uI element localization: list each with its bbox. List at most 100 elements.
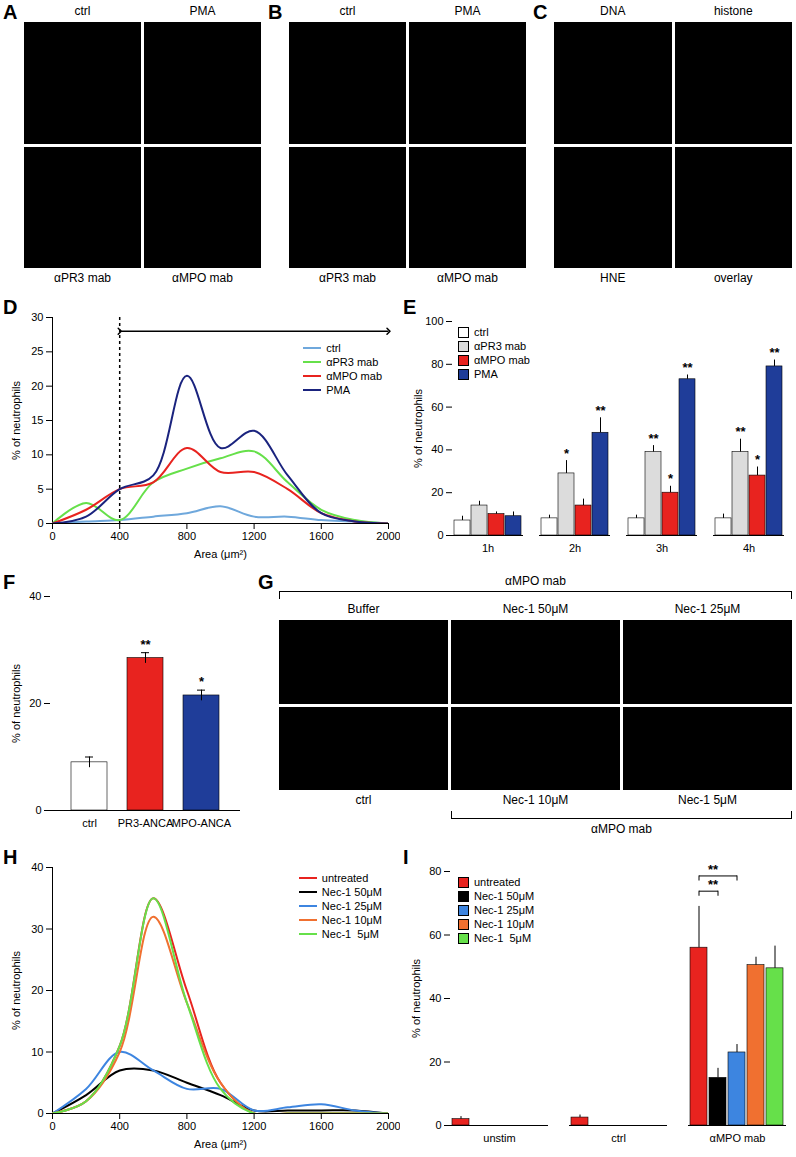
html-text:αMPO mab: αMPO mab <box>591 822 652 836</box>
svg-text:800: 800 <box>178 1120 196 1132</box>
svg-text:**: ** <box>140 637 151 652</box>
svg-text:**: ** <box>769 345 780 360</box>
svg-text:100: 100 <box>425 315 443 327</box>
svg-text:1600: 1600 <box>309 530 333 542</box>
svg-text:MPO-ANCA: MPO-ANCA <box>172 817 232 829</box>
html-text:C: C <box>533 1 548 23</box>
html-text:ctrl: ctrl <box>74 4 91 18</box>
html-text:ctrl: ctrl <box>355 793 372 807</box>
svg-text:25: 25 <box>31 345 43 357</box>
svg-text:40: 40 <box>29 590 41 602</box>
svg-text:20: 20 <box>429 1056 441 1068</box>
svg-text:1600: 1600 <box>309 1120 333 1132</box>
svg-text:αMPO mab: αMPO mab <box>710 1132 766 1144</box>
svg-text:20: 20 <box>31 380 43 392</box>
html-text:αMPO mab: αMPO mab <box>326 369 382 382</box>
svg-text:Area (μm²): Area (μm²) <box>194 1138 247 1150</box>
svg-text:40: 40 <box>429 992 441 1004</box>
svg-text:20: 20 <box>29 697 41 709</box>
svg-text:60: 60 <box>431 401 443 413</box>
html-text:Nec-1 25μM: Nec-1 25μM <box>674 602 741 616</box>
svg-text:PR3-ANCA: PR3-ANCA <box>118 817 174 829</box>
svg-text:ctrl: ctrl <box>611 1132 626 1144</box>
svg-text:2000: 2000 <box>376 1120 400 1132</box>
svg-text:60: 60 <box>429 929 441 941</box>
svg-text:1h: 1h <box>482 542 494 554</box>
svg-text:800: 800 <box>178 530 196 542</box>
svg-text:10: 10 <box>31 1046 43 1058</box>
svg-text:Area (μm²): Area (μm²) <box>194 548 247 560</box>
svg-text:**: ** <box>648 431 659 446</box>
svg-text:5: 5 <box>37 483 43 495</box>
html-text:D: D <box>3 296 18 318</box>
svg-text:1200: 1200 <box>242 530 266 542</box>
svg-text:10: 10 <box>31 448 43 460</box>
html-text:E: E <box>403 296 417 318</box>
svg-text:*: * <box>755 452 761 467</box>
svg-text:30: 30 <box>31 311 43 323</box>
html-text:PMA: PMA <box>189 4 216 18</box>
svg-text:0: 0 <box>435 1119 441 1131</box>
svg-text:0: 0 <box>49 530 55 542</box>
svg-text:0: 0 <box>437 529 443 541</box>
html-text:Nec-1 10μM: Nec-1 10μM <box>502 793 569 807</box>
svg-text:*: * <box>564 446 570 461</box>
html-text:G: G <box>258 571 274 593</box>
svg-text:% of neutrophils: % of neutrophils <box>410 959 422 1038</box>
svg-text:% of neutrophils: % of neutrophils <box>412 389 424 468</box>
svg-text:40: 40 <box>31 861 43 873</box>
html-text:Nec-1 50μM: Nec-1 50μM <box>502 602 569 616</box>
html-text:PMA: PMA <box>454 4 481 18</box>
html-text:histone: histone <box>713 4 753 18</box>
html-text:overlay: overlay <box>713 271 753 285</box>
svg-text:% of neutrophils: % of neutrophils <box>10 381 22 460</box>
svg-text:15: 15 <box>31 414 43 426</box>
svg-text:% of neutrophils: % of neutrophils <box>10 951 22 1030</box>
svg-text:4h: 4h <box>743 542 755 554</box>
svg-text:**: ** <box>735 424 746 439</box>
svg-text:0: 0 <box>49 1120 55 1132</box>
svg-text:0: 0 <box>37 517 43 529</box>
svg-text:ctrl: ctrl <box>82 817 97 829</box>
html-text:H: H <box>3 846 18 868</box>
html-text:A: A <box>3 1 18 23</box>
svg-text:400: 400 <box>111 530 129 542</box>
svg-text:0: 0 <box>37 1107 43 1119</box>
html-text:F: F <box>3 571 16 593</box>
svg-text:400: 400 <box>111 1120 129 1132</box>
svg-text:40: 40 <box>431 443 443 455</box>
svg-text:*: * <box>199 674 205 689</box>
html-text:Buffer: Buffer <box>347 602 380 616</box>
svg-text:30: 30 <box>31 923 43 935</box>
svg-text:2000: 2000 <box>376 530 400 542</box>
html-text:ctrl: ctrl <box>339 4 356 18</box>
html-text:αPR3 mab: αPR3 mab <box>319 271 376 285</box>
svg-text:1200: 1200 <box>242 1120 266 1132</box>
html-text:B: B <box>268 1 283 23</box>
svg-text:0: 0 <box>35 804 41 816</box>
svg-text:*: * <box>668 471 674 486</box>
svg-text:**: ** <box>595 403 606 418</box>
html-text:αMPO mab: αMPO mab <box>172 271 233 285</box>
html-text:αMPO mab: αMPO mab <box>505 574 566 588</box>
svg-text:20: 20 <box>431 486 443 498</box>
svg-text:**: ** <box>682 360 693 375</box>
html-text:PMA: PMA <box>326 383 350 396</box>
svg-text:**: ** <box>708 862 719 877</box>
svg-text:80: 80 <box>431 358 443 370</box>
html-text:αPR3 mab: αPR3 mab <box>54 271 111 285</box>
svg-text:3h: 3h <box>656 542 668 554</box>
html-text:HNE: HNE <box>600 271 626 285</box>
html-text:Nec-1 5μM: Nec-1 5μM <box>678 793 737 807</box>
svg-text:2h: 2h <box>569 542 581 554</box>
html-text:αMPO mab: αMPO mab <box>437 271 498 285</box>
html-text:αPR3 mab: αPR3 mab <box>326 355 379 368</box>
html-text:ctrl: ctrl <box>326 341 341 354</box>
svg-text:**: ** <box>708 877 719 892</box>
html-text:DNA: DNA <box>600 4 626 18</box>
svg-text:unstim: unstim <box>483 1132 515 1144</box>
svg-text:% of neutrophils: % of neutrophils <box>10 664 22 743</box>
html-text:ctrl: ctrl <box>474 326 489 338</box>
svg-text:80: 80 <box>429 865 441 877</box>
svg-text:20: 20 <box>31 984 43 996</box>
